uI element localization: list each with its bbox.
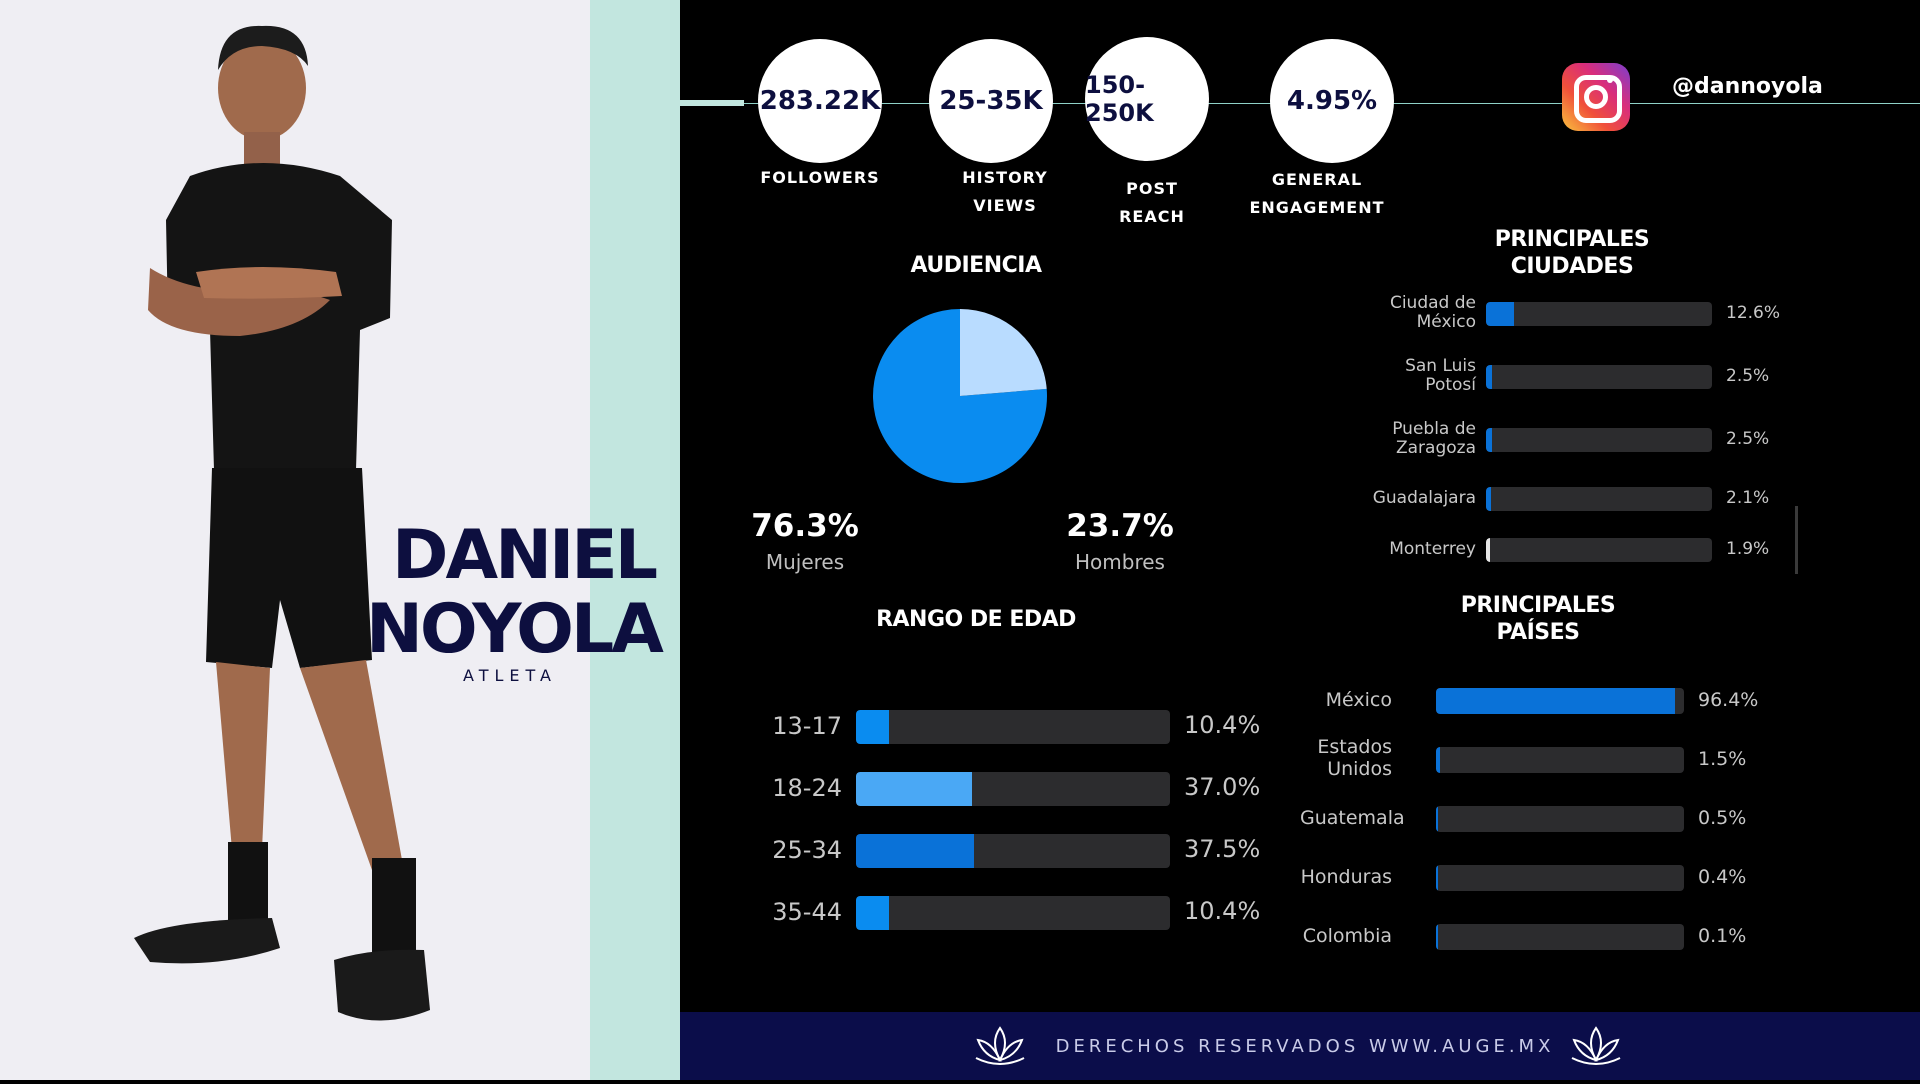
stat-post-reach-label: POST REACH [1119, 179, 1185, 226]
countries-title: PRINCIPALES PAÍSES [1460, 593, 1616, 645]
city-bar [1486, 538, 1491, 562]
athlete-photo-panel [0, 0, 590, 1080]
mint-stripe [590, 0, 680, 1080]
country-bar [1436, 688, 1676, 714]
stat-history-views: 25-35K [929, 39, 1053, 163]
age-label: 25-34 [772, 835, 842, 864]
audience-title: AUDIENCIA [910, 253, 1042, 278]
country-bar-track [1436, 865, 1684, 891]
city-bar-track [1486, 428, 1712, 452]
country-bar [1436, 747, 1440, 773]
age-bar-track [856, 896, 1170, 930]
stat-followers-label: FOLLOWERS [760, 168, 880, 187]
cities-chart: Ciudad de México 12.6% San Luis Potosí 2.5% Pu… [1350, 293, 1800, 582]
lotus-icon [1571, 1026, 1621, 1065]
women-label: Mujeres [765, 550, 845, 574]
city-label: Ciudad de México [1389, 292, 1476, 333]
country-bar [1436, 806, 1439, 832]
age-bar [856, 710, 889, 744]
stat-engagement-label: GENERAL ENGAGEMENT [1249, 170, 1385, 217]
country-bar-track [1436, 688, 1684, 714]
first-name: DANIEL [392, 516, 658, 595]
city-bar [1486, 487, 1491, 511]
men-label: Hombres [1075, 550, 1165, 574]
city-label: San Luis Potosí [1405, 355, 1476, 396]
country-bar-track [1436, 806, 1684, 832]
age-range-chart: 13-17 10.4% 18-24 37.0% 25-34 37.5% 35-44 10.4% [740, 710, 1280, 950]
country-value: 0.1% [1698, 924, 1747, 947]
footer: DERECHOS RESERVADOS WWW.AUGE.MX [680, 1012, 1920, 1080]
pie-slice-hombres [960, 309, 1047, 396]
men-percent: 23.7% [1066, 508, 1174, 544]
stat-engagement: 4.95% [1270, 39, 1394, 163]
country-value: 1.5% [1698, 747, 1747, 770]
city-bar [1486, 428, 1492, 452]
age-bar-track [856, 710, 1170, 744]
country-bar [1436, 865, 1439, 891]
city-value: 2.1% [1726, 487, 1770, 508]
age-label: 35-44 [772, 897, 842, 926]
age-label: 13-17 [772, 711, 842, 740]
instagram-handle[interactable]: @dannoyola [1672, 74, 1823, 99]
audience-pie-chart [873, 309, 1047, 483]
country-label: Colombia [1302, 924, 1392, 947]
age-bar [856, 834, 974, 868]
footer-copyright[interactable]: DERECHOS RESERVADOS WWW.AUGE.MX [1055, 1036, 1555, 1057]
city-bar [1486, 302, 1515, 326]
city-bar-track [1486, 538, 1712, 562]
country-bar [1436, 924, 1439, 950]
country-bar-track [1436, 747, 1684, 773]
city-value: 2.5% [1726, 365, 1770, 386]
city-bar-track [1486, 302, 1712, 326]
country-value: 0.4% [1698, 865, 1747, 888]
age-bar [856, 772, 973, 806]
country-bar-track [1436, 924, 1684, 950]
age-range-title: RANGO DE EDAD [876, 607, 1076, 632]
country-value: 0.5% [1698, 806, 1747, 829]
city-label: Guadalajara [1372, 487, 1476, 508]
city-bar-track [1486, 365, 1712, 389]
age-bar-track [856, 772, 1170, 806]
cities-title: PRINCIPALES CIUDADES [1494, 227, 1650, 279]
city-label: Puebla de Zaragoza [1392, 418, 1476, 459]
cities-scrollbar[interactable] [1795, 506, 1798, 574]
country-label: Estados Unidos [1317, 736, 1392, 781]
role-subtitle: ATLETA [463, 666, 557, 685]
stat-history-views-label: HISTORY VIEWS [962, 168, 1048, 215]
athlete-photo [134, 25, 430, 1021]
last-name: NOYOLA [366, 590, 664, 669]
countries-chart: México 96.4% Estados Unidos 1.5% Guatemala 0.5… [1300, 688, 1820, 950]
instagram-icon[interactable] [1562, 63, 1630, 131]
stat-followers: 283.22K [758, 39, 882, 163]
city-value: 12.6% [1726, 302, 1781, 323]
country-label: México [1325, 688, 1392, 711]
country-value: 96.4% [1698, 688, 1759, 711]
city-bar [1486, 365, 1492, 389]
city-value: 2.5% [1726, 428, 1770, 449]
age-value: 10.4% [1184, 711, 1261, 740]
stat-post-reach: 150-250K [1085, 37, 1209, 161]
age-label: 18-24 [772, 773, 842, 802]
age-value: 37.5% [1184, 835, 1261, 864]
age-bar [856, 896, 889, 930]
city-label: Monterrey [1389, 538, 1476, 559]
city-value: 1.9% [1726, 538, 1770, 559]
age-value: 37.0% [1184, 773, 1261, 802]
stats-connector-accent [680, 100, 744, 106]
age-value: 10.4% [1184, 897, 1261, 926]
lotus-icon [975, 1026, 1025, 1065]
women-percent: 76.3% [751, 508, 859, 544]
city-bar-track [1486, 487, 1712, 511]
country-label: Guatemala [1300, 806, 1405, 829]
age-bar-track [856, 834, 1170, 868]
country-label: Honduras [1300, 865, 1392, 888]
